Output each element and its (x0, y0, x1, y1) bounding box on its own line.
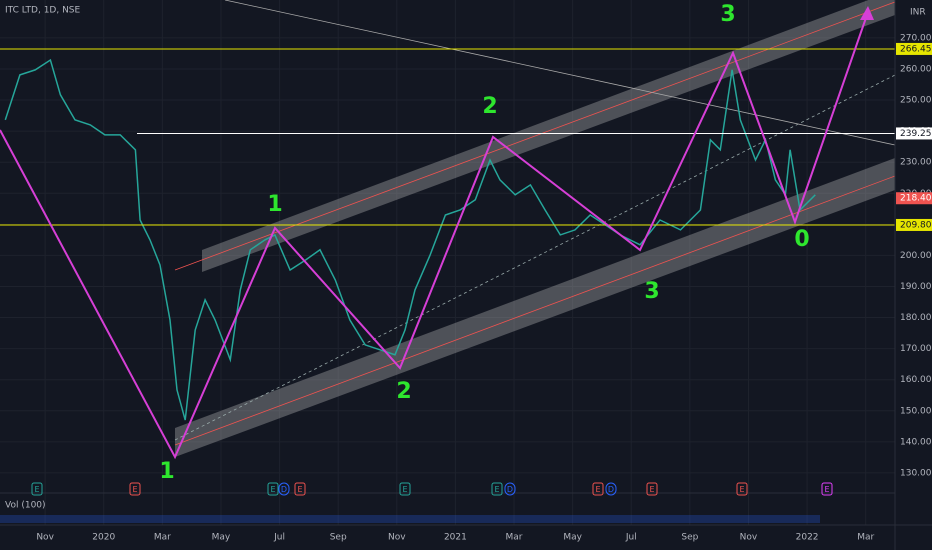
x-tick-label: 2020 (92, 533, 115, 543)
x-tick-label: Sep (330, 533, 347, 543)
wave-label: 2 (396, 379, 411, 404)
x-tick-label: 2021 (444, 533, 467, 543)
event-label: E (649, 485, 654, 494)
event-label: E (297, 485, 302, 494)
x-tick-label: Jul (625, 533, 637, 543)
event-label: E (595, 485, 600, 494)
currency: INR (910, 8, 926, 18)
event-label: E (34, 485, 39, 494)
last-price-tag (896, 192, 932, 205)
y-tick-label: 130.00 (900, 468, 932, 478)
event-marker (592, 482, 604, 496)
event-marker (736, 482, 748, 496)
event-label: E (132, 485, 137, 494)
event-label: E (739, 485, 744, 494)
x-tick-label: Mar (857, 533, 874, 543)
y-tick-label: 160.00 (900, 375, 932, 385)
event-marker (129, 482, 141, 496)
x-tick-label: Nov (740, 533, 758, 543)
event-label: D (281, 485, 287, 494)
level-tag (896, 42, 932, 55)
chart-title: ITC LTD, 1D, NSE (5, 6, 81, 16)
last-price-label: 218.40 (900, 194, 932, 204)
y-axis-bg (895, 0, 932, 525)
y-tick-label: 200.00 (900, 251, 932, 261)
wave-label: 0 (794, 227, 809, 252)
arrow-head (860, 6, 874, 20)
event-marker (504, 482, 516, 496)
level-label: 209.80 (900, 220, 932, 230)
level-tag (896, 218, 932, 231)
event-marker (278, 482, 290, 496)
x-tick-label: Jul (273, 533, 285, 543)
wave-label: 3 (720, 2, 735, 27)
trend-line (224, 0, 896, 146)
event-label: D (608, 485, 614, 494)
lower-channel-line (174, 175, 896, 446)
y-tick-label: 230.00 (900, 158, 932, 168)
x-tick-label: 2022 (796, 533, 819, 543)
wave-label: 3 (644, 279, 659, 304)
event-marker (821, 482, 833, 496)
lower-channel (175, 158, 895, 457)
wave-label: 1 (159, 459, 174, 484)
event-label: E (402, 485, 407, 494)
x-tick-label: Nov (36, 533, 54, 543)
event-label: E (824, 485, 829, 494)
y-tick-label: 270.00 (900, 33, 932, 43)
series (0, 48, 895, 421)
x-tick-label: Nov (388, 533, 406, 543)
y-tick-label: 180.00 (900, 313, 932, 323)
volume-band (0, 515, 820, 523)
wave-label: 2 (482, 94, 497, 119)
event-marker (399, 482, 411, 496)
event-marker (491, 482, 503, 496)
level-tag (896, 127, 932, 140)
price-line (4, 58, 816, 421)
event-label: E (494, 485, 499, 494)
y-tick-label: 140.00 (900, 437, 932, 447)
wave-zigzag (0, 11, 869, 460)
event-label: D (507, 485, 513, 494)
event-label: E (270, 485, 275, 494)
level-label: 239.25 (900, 129, 932, 139)
y-tick-label: 260.00 (900, 64, 932, 74)
wave-label: 1 (267, 192, 282, 217)
level-label: 266.45 (900, 44, 932, 54)
event-marker (646, 482, 658, 496)
mid-line (174, 74, 896, 441)
x-tick-label: Sep (681, 533, 698, 543)
event-marker (31, 482, 43, 496)
event-marker (294, 482, 306, 496)
y-tick-label: 190.00 (900, 282, 932, 292)
x-tick-label: Mar (506, 533, 523, 543)
volume-label: Vol (100) (5, 501, 46, 511)
grid (0, 0, 895, 525)
upper-channel (202, 0, 895, 272)
y-tick-label: 150.00 (900, 406, 932, 416)
y-tick-label: 170.00 (900, 344, 932, 354)
event-marker (267, 482, 279, 496)
event-marker (605, 482, 617, 496)
x-tick-label: Mar (154, 533, 171, 543)
y-tick-label: 250.00 (900, 96, 932, 106)
x-tick-label: May (212, 533, 231, 543)
x-tick-label: May (563, 533, 582, 543)
